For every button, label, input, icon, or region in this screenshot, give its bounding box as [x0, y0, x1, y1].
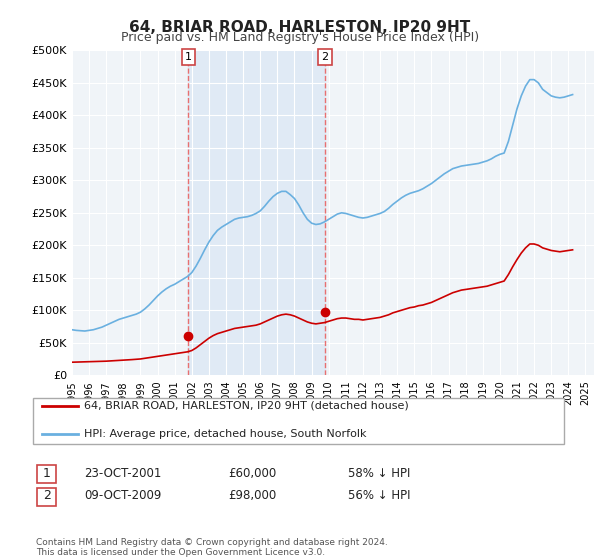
Text: 2: 2 [43, 489, 51, 502]
Text: Price paid vs. HM Land Registry's House Price Index (HPI): Price paid vs. HM Land Registry's House … [121, 31, 479, 44]
Text: 64, BRIAR ROAD, HARLESTON, IP20 9HT (detached house): 64, BRIAR ROAD, HARLESTON, IP20 9HT (det… [84, 401, 409, 411]
Text: 64, BRIAR ROAD, HARLESTON, IP20 9HT: 64, BRIAR ROAD, HARLESTON, IP20 9HT [130, 20, 470, 35]
Text: £60,000: £60,000 [228, 466, 276, 480]
Text: 56% ↓ HPI: 56% ↓ HPI [348, 489, 410, 502]
Text: HPI: Average price, detached house, South Norfolk: HPI: Average price, detached house, Sout… [84, 429, 367, 439]
Text: 2: 2 [321, 52, 328, 62]
Text: 09-OCT-2009: 09-OCT-2009 [84, 489, 161, 502]
Text: 1: 1 [43, 466, 51, 480]
Text: £98,000: £98,000 [228, 489, 276, 502]
Bar [188, 50, 325, 375]
Text: 58% ↓ HPI: 58% ↓ HPI [348, 466, 410, 480]
Text: Contains HM Land Registry data © Crown copyright and database right 2024.
This d: Contains HM Land Registry data © Crown c… [36, 538, 388, 557]
Text: 1: 1 [185, 52, 192, 62]
Text: 23-OCT-2001: 23-OCT-2001 [84, 466, 161, 480]
Text: HPI: Average price, detached house, South Norfolk: HPI: Average price, detached house, Sout… [84, 429, 367, 439]
Text: 64, BRIAR ROAD, HARLESTON, IP20 9HT (detached house): 64, BRIAR ROAD, HARLESTON, IP20 9HT (det… [84, 401, 409, 411]
